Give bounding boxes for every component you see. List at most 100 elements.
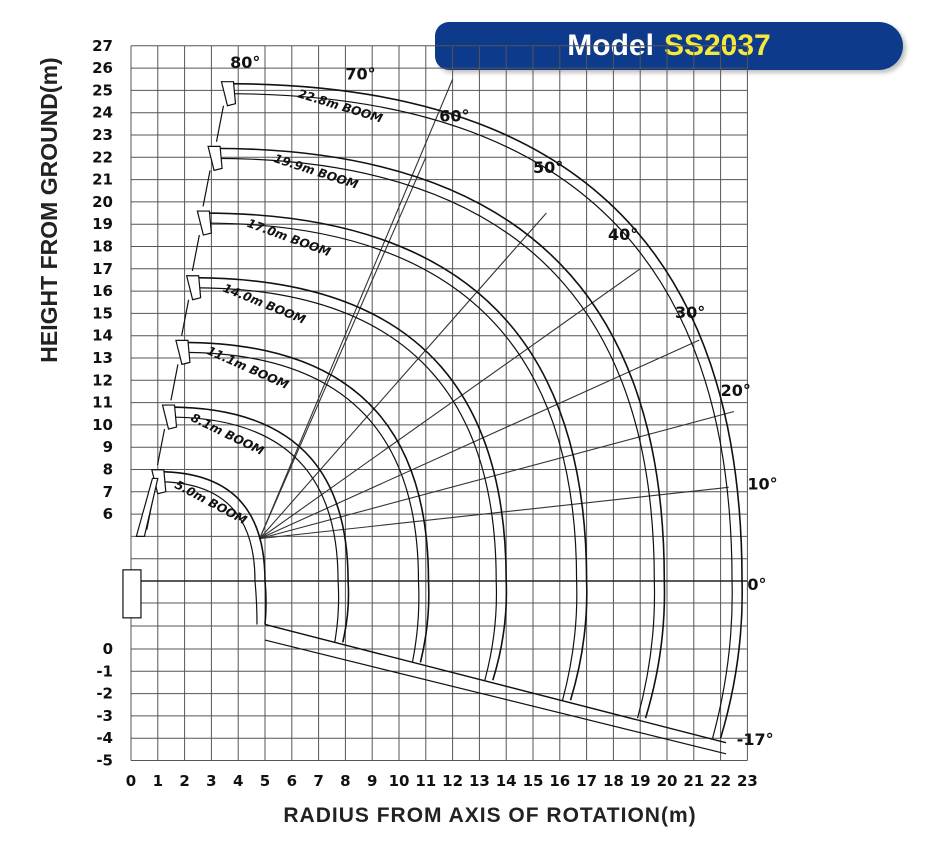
x-tick-label: 15 [523, 772, 544, 790]
x-tick-label: 20 [657, 772, 678, 790]
crane-silhouettes [122, 81, 237, 619]
y-tick-label: -5 [96, 752, 113, 770]
angle-label: 70° [345, 64, 375, 83]
angle-label: 40° [608, 225, 638, 244]
x-tick-label: 4 [233, 772, 243, 790]
minus17-line [264, 623, 727, 744]
boom-arc [157, 470, 267, 625]
x-tick-label: 6 [287, 772, 297, 790]
y-tick-label: 25 [92, 81, 113, 99]
angle-ray [259, 157, 427, 539]
crane-boom-stub [181, 299, 190, 336]
angle-ray [259, 268, 641, 540]
angle-label: 80° [230, 53, 260, 72]
y-tick-label: 21 [92, 171, 113, 189]
x-tick-label: 8 [340, 772, 350, 790]
crane-base [122, 569, 142, 619]
crane-hook-block [175, 339, 191, 366]
boom-arc [203, 212, 588, 701]
x-tick-label: 9 [367, 772, 377, 790]
boom-arc-inner [192, 287, 498, 681]
angle-label: 30° [675, 303, 705, 322]
y-tick-label: 18 [92, 238, 113, 256]
x-tick-label: 5 [260, 772, 270, 790]
boom-label: 8.1m BOOM [189, 411, 267, 458]
angle-ray [259, 212, 547, 539]
boom-arc-inner [227, 93, 733, 739]
x-tick-label: 21 [683, 772, 704, 790]
angle-label: 10° [747, 475, 777, 494]
crane-hook-block [207, 145, 223, 172]
y-tick-label: 14 [92, 327, 113, 345]
boom-arc [192, 276, 508, 681]
y-tick-label: -2 [96, 685, 113, 703]
crane-hook-block [161, 404, 178, 430]
x-tick-label: 23 [737, 772, 758, 790]
y-tick-label: 8 [103, 461, 113, 479]
boom-arcs [157, 82, 743, 755]
crane-hook-block [196, 210, 213, 236]
x-tick-label: 1 [153, 772, 163, 790]
x-tick-label: 7 [313, 772, 323, 790]
x-tick-label: 19 [630, 772, 651, 790]
y-tick-label: -3 [96, 707, 113, 725]
crane-hook-block [220, 81, 237, 107]
boom-arc [227, 82, 743, 739]
angle-rays [259, 79, 735, 540]
y-tick-label: 10 [92, 416, 113, 434]
y-tick-label: 24 [92, 104, 113, 122]
angle-label: 20° [721, 381, 751, 400]
x-tick-label: 10 [389, 772, 410, 790]
x-tick-label: 22 [710, 772, 731, 790]
x-tick-label: 16 [549, 772, 570, 790]
angle-label: 50° [533, 158, 563, 177]
boom-arc-inner [181, 351, 420, 663]
x-tick-label: 2 [179, 772, 189, 790]
boom-label: 11.1m BOOM [205, 343, 291, 392]
y-tick-label: 7 [103, 483, 113, 501]
boom-arc-inner [203, 222, 578, 701]
angle-ray [259, 486, 729, 540]
angle-label: 0° [747, 575, 766, 594]
x-axis-title: RADIUS FROM AXIS OF ROTATION(m) [283, 804, 696, 827]
boom-arc [168, 406, 350, 643]
angle-labels: 80° 70° 60° 50° 40° 30° 20° 10° 0° -17° [230, 53, 778, 749]
x-tick-label: 18 [603, 772, 624, 790]
crane-boom-stub [202, 170, 211, 207]
crane-hook-block [185, 275, 202, 301]
angle-ray [259, 79, 454, 539]
boom-arc-inner [157, 481, 258, 625]
x-tick-label: 0 [126, 772, 136, 790]
y-tick-label: 15 [92, 304, 113, 322]
crane-mast [135, 477, 159, 537]
boom-label: 22.8m BOOM [296, 87, 384, 126]
tick-labels: 0 1 2 3 4 5 6 7 8 9 10 11 12 13 14 15 16 17 18 19 20 21 22 2367… [92, 37, 758, 790]
angle-ray [259, 410, 735, 540]
y-tick-label: 23 [92, 126, 113, 144]
y-tick-label: 6 [103, 505, 113, 523]
x-tick-label: 12 [442, 772, 463, 790]
y-tick-label: 0 [103, 640, 113, 658]
crane-boom-stub [215, 105, 225, 142]
y-tick-label: 11 [92, 394, 113, 412]
y-tick-label: -4 [96, 729, 113, 747]
boom-arc [214, 147, 666, 719]
y-tick-label: 12 [92, 371, 113, 389]
crane-boom-stub [191, 234, 200, 272]
crane-boom-stub [170, 364, 179, 401]
y-tick-label: 17 [92, 260, 113, 278]
y-tick-label: 27 [92, 37, 113, 55]
boom-arc-inner [214, 157, 656, 719]
angle-ray [259, 339, 700, 540]
y-tick-label: -1 [96, 662, 113, 680]
grid [130, 45, 748, 761]
y-tick-label: 16 [92, 282, 113, 300]
minus17-line-inner [264, 639, 727, 755]
boom-arc-inner [168, 416, 340, 643]
y-axis-title: HEIGHT FROM GROUND(m) [36, 57, 62, 362]
x-tick-label: 17 [576, 772, 597, 790]
angle-label: 60° [439, 107, 469, 126]
x-tick-label: 3 [206, 772, 216, 790]
y-tick-label: 19 [92, 215, 113, 233]
